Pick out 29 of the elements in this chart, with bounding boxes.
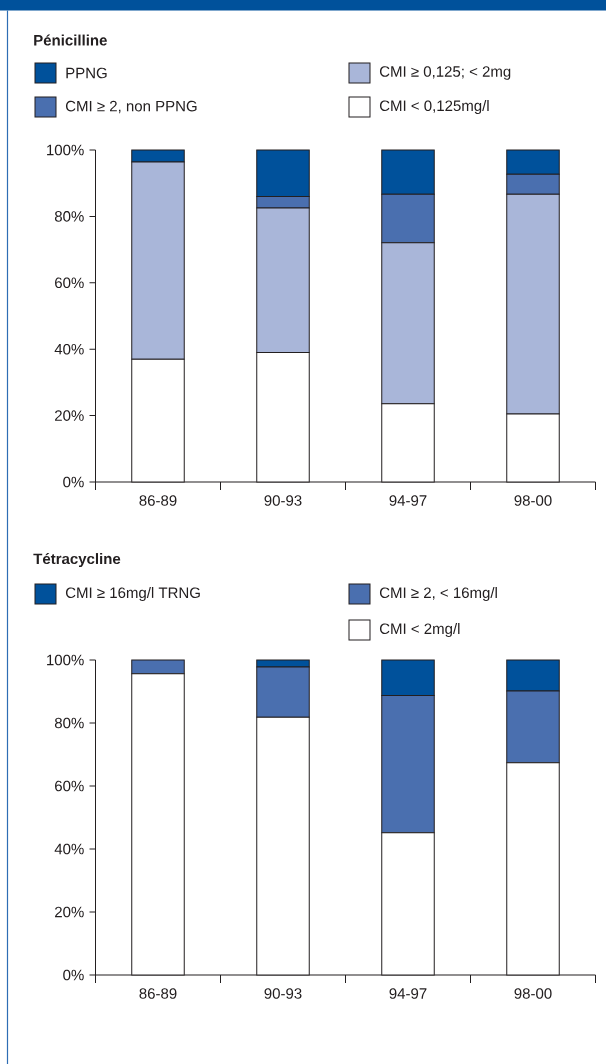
y-tick-label: 60% xyxy=(55,780,84,792)
x-tick-label: 94-97 xyxy=(389,988,427,999)
y-tick-label: 60% xyxy=(55,277,84,289)
chart-title: Tétracycline xyxy=(33,552,121,568)
legend-label: CMI < 2mg/l xyxy=(379,623,460,637)
legend-label: PPNG xyxy=(66,67,107,79)
y-tick-label: 40% xyxy=(54,843,84,855)
y-tick-label: 0% xyxy=(63,476,84,488)
legend-label: CMI < 0,125mg/l xyxy=(379,100,489,114)
x-tick-label: 86-89 xyxy=(139,988,177,999)
x-tick-label: 90-93 xyxy=(264,988,302,999)
x-tick-label: 94-97 xyxy=(389,495,427,506)
legend-label: CMI ≥ 16mg/l TRNG xyxy=(65,587,200,601)
y-tick-label: 20% xyxy=(55,410,84,421)
y-tick-label: 20% xyxy=(55,906,84,918)
x-tick-label: 90-93 xyxy=(264,495,302,506)
y-tick-label: 40% xyxy=(54,343,84,355)
y-tick-label: 80% xyxy=(54,717,84,729)
y-tick-label: 100% xyxy=(47,144,84,156)
legend-label: CMI ≥ 2, < 16mg/l xyxy=(379,587,497,601)
legend-label: CMI ≥ 0,125; < 2mg xyxy=(379,66,511,80)
x-tick-label: 86-89 xyxy=(139,495,177,506)
y-tick-label: 80% xyxy=(54,211,84,222)
legend-label: CMI ≥ 2, non PPNG xyxy=(65,100,197,114)
x-tick-label: 98-00 xyxy=(514,495,552,506)
y-tick-label: 0% xyxy=(63,969,84,981)
chart-title: Pénicilline xyxy=(34,34,107,46)
y-tick-label: 100% xyxy=(47,654,84,666)
x-tick-label: 98-00 xyxy=(514,988,552,999)
